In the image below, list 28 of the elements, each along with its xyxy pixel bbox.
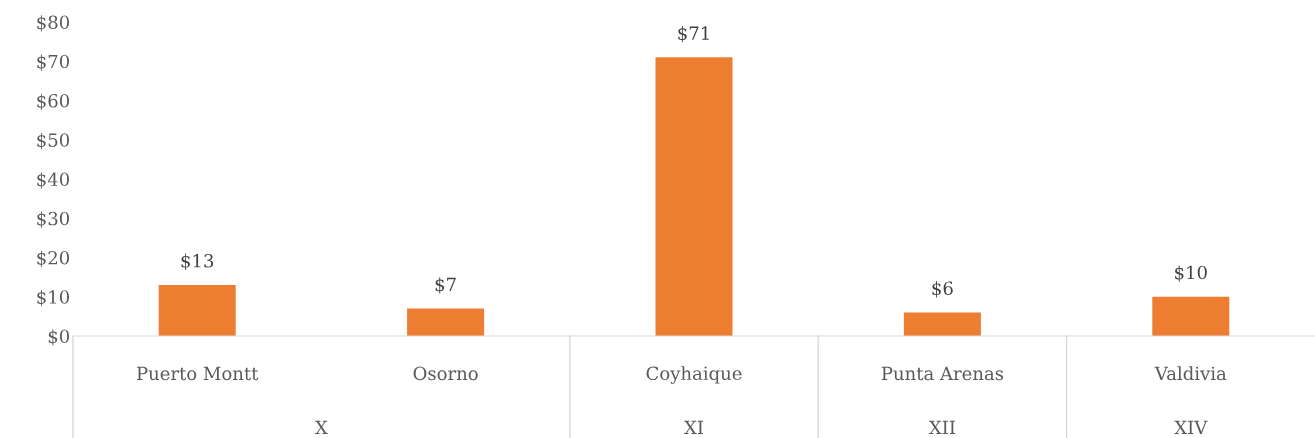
x-tick-label: Valdivia <box>1154 366 1227 381</box>
x-tick-label: Puerto Montt <box>136 366 259 381</box>
y-tick-label: $10 <box>37 289 70 307</box>
data-label: $13 <box>181 253 214 270</box>
data-label: $71 <box>678 25 709 43</box>
text: X <box>315 420 328 434</box>
bar <box>1152 296 1230 336</box>
text: XIV <box>1174 420 1208 434</box>
y-tick-label: $70 <box>37 54 70 71</box>
text: XI <box>684 420 703 434</box>
bar <box>655 57 733 336</box>
text: XII <box>928 420 955 434</box>
data-label: $6 <box>932 281 953 298</box>
y-tick-label: $20 <box>37 250 70 268</box>
y-tick-label: $40 <box>37 172 70 189</box>
y-tick-label: $50 <box>37 132 70 150</box>
x-tick-label: Punta Arenas <box>881 366 1004 381</box>
data-label: $7 <box>435 277 456 294</box>
y-tick-label: $0 <box>48 329 70 346</box>
y-tick-label: $30 <box>37 211 70 228</box>
y-tick-label: $80 <box>37 15 70 32</box>
bar <box>407 308 485 336</box>
bar <box>158 284 236 336</box>
y-tick-label: $60 <box>37 93 70 111</box>
data-label: $10 <box>1175 265 1207 282</box>
x-tick-label: Coyhaique <box>646 366 742 384</box>
bar <box>903 312 981 336</box>
x-tick-label: Osorno <box>413 366 478 381</box>
